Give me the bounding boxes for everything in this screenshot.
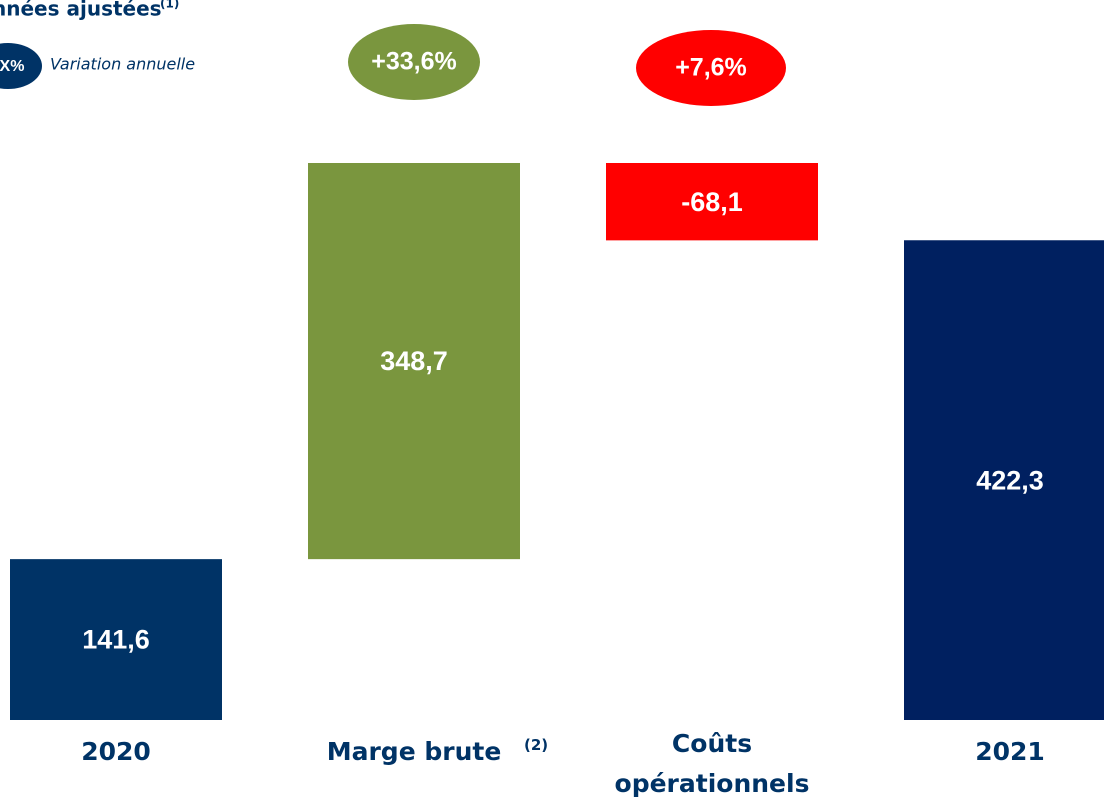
category-note: (2) <box>524 736 549 754</box>
value-label: 422,3 <box>976 465 1044 495</box>
change-badge <box>636 30 786 106</box>
legend-label: Variation annuelle <box>50 55 195 74</box>
category-label: 2020 <box>81 737 151 766</box>
value-label: 141,6 <box>82 625 150 655</box>
change-label: +7,6% <box>675 54 747 82</box>
chart-title: nnées ajustées <box>0 0 162 21</box>
value-label: -68,1 <box>681 187 743 217</box>
bar <box>308 163 520 560</box>
legend-symbol: X% <box>0 58 24 75</box>
change-badge <box>348 24 480 100</box>
bar <box>606 163 818 241</box>
legend-symbol-shape <box>0 43 42 89</box>
bar <box>10 559 222 720</box>
category-label: Marge brute <box>326 737 502 766</box>
bar <box>904 240 1104 720</box>
change-label: +33,6% <box>371 48 457 76</box>
category-label: Coûts opérationnels <box>614 729 810 798</box>
category-label: 2021 <box>975 737 1045 766</box>
value-label: 348,7 <box>380 346 448 376</box>
title-note: (1) <box>160 0 179 11</box>
